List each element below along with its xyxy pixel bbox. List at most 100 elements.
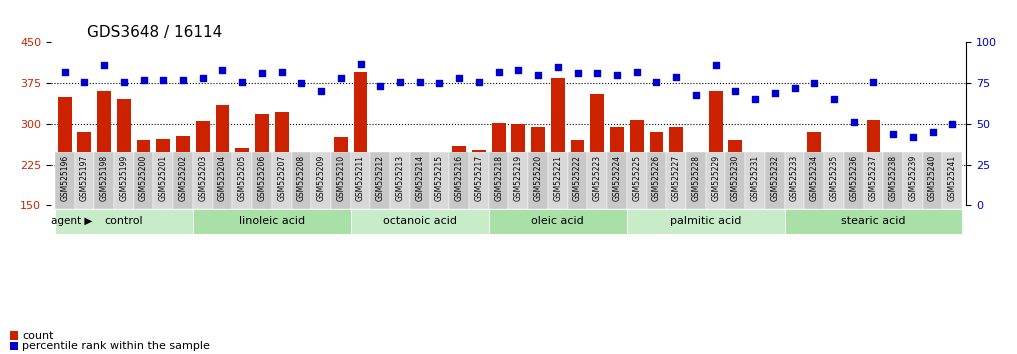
Point xyxy=(924,129,941,135)
Point xyxy=(746,97,763,102)
Bar xyxy=(925,202,940,205)
Text: GSM525214: GSM525214 xyxy=(415,155,424,201)
Text: GSM525213: GSM525213 xyxy=(396,155,405,201)
Text: GSM525212: GSM525212 xyxy=(375,155,384,201)
Point xyxy=(530,72,546,78)
Bar xyxy=(432,170,446,205)
Text: GSM525241: GSM525241 xyxy=(948,155,957,201)
Point xyxy=(668,74,684,80)
Point xyxy=(372,84,388,89)
Point xyxy=(234,79,250,84)
Bar xyxy=(450,152,469,209)
Text: GSM525199: GSM525199 xyxy=(119,155,128,201)
Point xyxy=(392,79,408,84)
Bar xyxy=(216,105,230,205)
Point xyxy=(629,69,645,75)
Bar xyxy=(745,152,765,209)
Bar xyxy=(709,91,722,205)
Bar xyxy=(117,99,131,205)
Text: GSM525197: GSM525197 xyxy=(80,155,88,201)
Text: GSM525217: GSM525217 xyxy=(474,155,483,201)
Point xyxy=(452,75,468,81)
Text: GSM525211: GSM525211 xyxy=(356,155,365,201)
Bar xyxy=(512,124,525,205)
Text: GSM525219: GSM525219 xyxy=(514,155,523,201)
Text: GSM525238: GSM525238 xyxy=(889,155,898,201)
Point xyxy=(727,88,743,94)
Bar xyxy=(610,127,623,205)
Bar xyxy=(847,200,860,205)
Bar xyxy=(193,152,213,209)
Point xyxy=(708,62,724,68)
Text: octanoic acid: octanoic acid xyxy=(382,216,457,226)
Text: GSM525210: GSM525210 xyxy=(337,155,346,201)
Point xyxy=(490,69,506,75)
Bar xyxy=(413,156,427,205)
Point xyxy=(313,88,330,94)
Bar xyxy=(765,152,785,209)
Point xyxy=(549,64,565,70)
Text: oleic acid: oleic acid xyxy=(532,216,584,226)
Text: GSM525221: GSM525221 xyxy=(553,155,562,201)
Bar xyxy=(528,152,548,209)
Bar xyxy=(136,140,151,205)
Point xyxy=(826,97,842,102)
Point xyxy=(806,80,823,86)
Text: GDS3648 / 16114: GDS3648 / 16114 xyxy=(87,25,223,40)
Text: GSM525208: GSM525208 xyxy=(297,155,306,201)
Bar xyxy=(292,152,311,209)
Text: GSM525201: GSM525201 xyxy=(159,155,168,201)
Text: GSM525236: GSM525236 xyxy=(849,155,858,201)
Text: GSM525207: GSM525207 xyxy=(278,155,286,201)
Text: GSM525240: GSM525240 xyxy=(929,155,937,201)
Bar xyxy=(74,152,95,209)
Point xyxy=(156,77,172,83)
Text: GSM525203: GSM525203 xyxy=(198,155,207,201)
Bar xyxy=(567,152,588,209)
Bar xyxy=(785,209,962,234)
Bar xyxy=(410,152,429,209)
Bar xyxy=(866,120,881,205)
Text: linoleic acid: linoleic acid xyxy=(239,216,305,226)
Bar xyxy=(669,127,683,205)
Text: GSM525225: GSM525225 xyxy=(633,155,642,201)
Bar xyxy=(373,165,387,205)
Bar xyxy=(394,161,407,205)
Text: GSM525224: GSM525224 xyxy=(612,155,621,201)
Text: GSM525202: GSM525202 xyxy=(179,155,187,201)
Bar xyxy=(863,152,884,209)
Bar xyxy=(630,120,644,205)
Text: GSM525200: GSM525200 xyxy=(139,155,148,201)
Point xyxy=(471,79,487,84)
Bar xyxy=(626,209,785,234)
Bar xyxy=(331,152,351,209)
Text: GSM525209: GSM525209 xyxy=(316,155,325,201)
Point xyxy=(944,121,960,127)
Text: GSM525228: GSM525228 xyxy=(692,155,701,201)
Text: GSM525230: GSM525230 xyxy=(731,155,739,201)
Text: stearic acid: stearic acid xyxy=(841,216,906,226)
Text: GSM525239: GSM525239 xyxy=(908,155,917,201)
Text: GSM525206: GSM525206 xyxy=(257,155,266,201)
Bar xyxy=(548,152,567,209)
Text: GSM525233: GSM525233 xyxy=(790,155,799,201)
Bar xyxy=(946,194,959,205)
Text: GSM525204: GSM525204 xyxy=(218,155,227,201)
Text: palmitic acid: palmitic acid xyxy=(670,216,741,226)
Point xyxy=(57,69,73,75)
Point xyxy=(194,75,211,81)
Point xyxy=(609,72,625,78)
Bar xyxy=(55,209,193,234)
Bar xyxy=(508,152,528,209)
Point xyxy=(215,67,231,73)
Bar xyxy=(469,152,489,209)
Text: GSM525220: GSM525220 xyxy=(534,155,543,201)
Point xyxy=(767,90,783,96)
Bar xyxy=(650,132,663,205)
Point xyxy=(175,77,191,83)
Text: GSM525198: GSM525198 xyxy=(100,155,109,201)
Bar xyxy=(275,112,289,205)
Text: GSM525232: GSM525232 xyxy=(770,155,779,201)
Bar xyxy=(489,209,626,234)
Bar xyxy=(95,152,114,209)
